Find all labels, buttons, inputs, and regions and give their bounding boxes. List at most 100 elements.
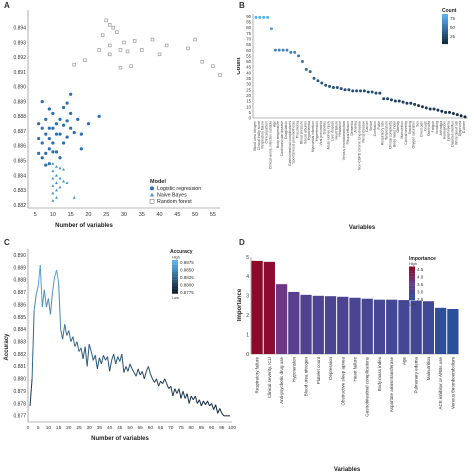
chart-b: B051015202530354045505560657075808590Cou… (237, 1, 468, 231)
count-point (328, 84, 332, 88)
x-tick-label-a: 45 (174, 212, 180, 218)
accuracy-line-segment (113, 353, 117, 365)
accuracy-line-segment (100, 355, 104, 365)
scatter-point-logistic (65, 101, 69, 105)
legend-gradient-c (172, 260, 178, 263)
count-point (331, 85, 335, 89)
accuracy-line-segment (51, 277, 56, 293)
count-point (366, 90, 370, 94)
count-point (386, 97, 390, 101)
y-tick-label-c: 0.887 (13, 290, 26, 296)
accuracy-line-segment (62, 324, 66, 340)
accuracy-line-segment (80, 347, 84, 360)
count-point (389, 98, 393, 102)
y-tick-label-a: 0.886 (13, 144, 26, 150)
scatter-point-random-forest (83, 58, 87, 62)
legend-label-a: Random forest (157, 199, 192, 205)
scatter-point-random-forest (200, 59, 204, 64)
accuracy-line-segment (198, 399, 202, 407)
chart-a: A 0.882 0.883 0.884 0.885 0.886 0.887 0.888 0.88… (4, 1, 222, 229)
x-tick-label-b: Cough (423, 121, 427, 131)
y-tick-label-b: 70 (246, 36, 251, 41)
x-tick-label-d: Heart failure (353, 357, 358, 382)
importance-bar (288, 291, 300, 354)
scatter-point-naive-bayes (54, 165, 58, 168)
y-tick-label-b: 90 (246, 14, 251, 19)
accuracy-line-segment (149, 373, 153, 379)
scatter-point-random-forest (108, 52, 112, 57)
x-tick-label-d: Age (401, 357, 406, 366)
scatter-point-logistic (79, 147, 83, 151)
accuracy-line-segment (180, 390, 184, 399)
panel-label-b: B (239, 1, 245, 10)
y-tick-label-a: 0.887 (13, 129, 26, 135)
x-tick-label-c: 40 (107, 425, 113, 431)
scatter-point-naive-bayes (51, 191, 55, 195)
y-tick-label-a: 0.892 (13, 55, 26, 61)
legend-gradient-c (172, 262, 178, 265)
panel-d: D 0 1 2 3 4 5 Importance Respiratory failure Clin… (237, 237, 474, 474)
count-point (382, 97, 386, 101)
x-tick-label-a: 30 (121, 212, 127, 218)
y-tick-label-c: 0.884 (13, 327, 26, 333)
x-tick-label-b: Headache (338, 121, 342, 137)
legend-gradient-b (442, 34, 448, 37)
scatter-point-random-forest (218, 73, 222, 77)
accuracy-line-segment (45, 298, 49, 308)
accuracy-line-segment (68, 330, 72, 342)
accuracy-line-segment (219, 408, 223, 414)
legend-gradient-b (442, 29, 448, 32)
accuracy-line-segment (203, 400, 206, 405)
x-tick-label-c: 50 (127, 425, 133, 431)
y-tick-label-c: 0.890 (13, 253, 26, 259)
accuracy-line-segment (96, 357, 100, 369)
x-tick-label-a: 50 (192, 212, 198, 218)
scatter-point-logistic (44, 117, 48, 121)
accuracy-line-segment (158, 381, 162, 387)
importance-bar (398, 300, 410, 354)
accuracy-line-segment (188, 395, 192, 404)
count-point (455, 113, 459, 117)
scatter-point-logistic (40, 156, 44, 160)
x-tick-label-b: Malnutrition (400, 121, 404, 139)
accuracy-line-segment (166, 383, 170, 389)
legend-gradient-d (409, 280, 415, 284)
scatter-point-random-forest (129, 64, 133, 68)
scatter-point-random-forest (140, 48, 144, 52)
accuracy-line-segment (64, 324, 68, 336)
accuracy-line-segment (152, 378, 155, 383)
scatter-point-random-forest (72, 62, 76, 67)
panel-a: A 0.882 0.883 0.884 0.885 0.886 0.887 0.888 0.88… (0, 0, 237, 237)
panel-label-a: A (4, 1, 10, 10)
count-point (339, 87, 343, 91)
importance-bar (349, 297, 361, 354)
scatter-point-naive-bayes (51, 199, 55, 202)
scatter-point-random-forest (100, 33, 105, 37)
legend-gradient-b (442, 39, 448, 42)
x-tick-label-d: Anti-psychotic drug use (279, 357, 284, 404)
accuracy-line-segment (131, 368, 135, 373)
x-tick-label-a: 35 (139, 212, 145, 218)
x-tick-label-b: Dementia (350, 121, 354, 136)
accuracy-line-segment (39, 265, 43, 308)
accuracy-line-segment (205, 400, 208, 405)
scatter-point-naive-bayes (54, 173, 58, 177)
x-tick-label-c: 25 (76, 425, 82, 431)
scatter-point-logistic (54, 122, 59, 126)
count-point (432, 107, 436, 111)
x-tick-label-b: Myocardial infarction (311, 121, 315, 152)
x-tick-label-b: Temperature (385, 121, 389, 140)
accuracy-line-segment (47, 298, 51, 315)
count-point (316, 79, 320, 83)
x-tick-label-b: Gastrointestinal complications (288, 121, 292, 166)
importance-bar (410, 300, 422, 354)
scatter-point-naive-bayes (51, 169, 55, 173)
x-tick-label-c: 85 (199, 425, 205, 431)
y-tick-label-a: 0.883 (13, 188, 26, 194)
scatter-point-logistic (47, 136, 51, 141)
accuracy-line-segment (109, 360, 113, 372)
accuracy-line-segment (213, 404, 217, 410)
accuracy-line-segment (90, 351, 94, 361)
count-point (451, 111, 455, 115)
x-tick-label-d: Hypotension (291, 357, 296, 383)
